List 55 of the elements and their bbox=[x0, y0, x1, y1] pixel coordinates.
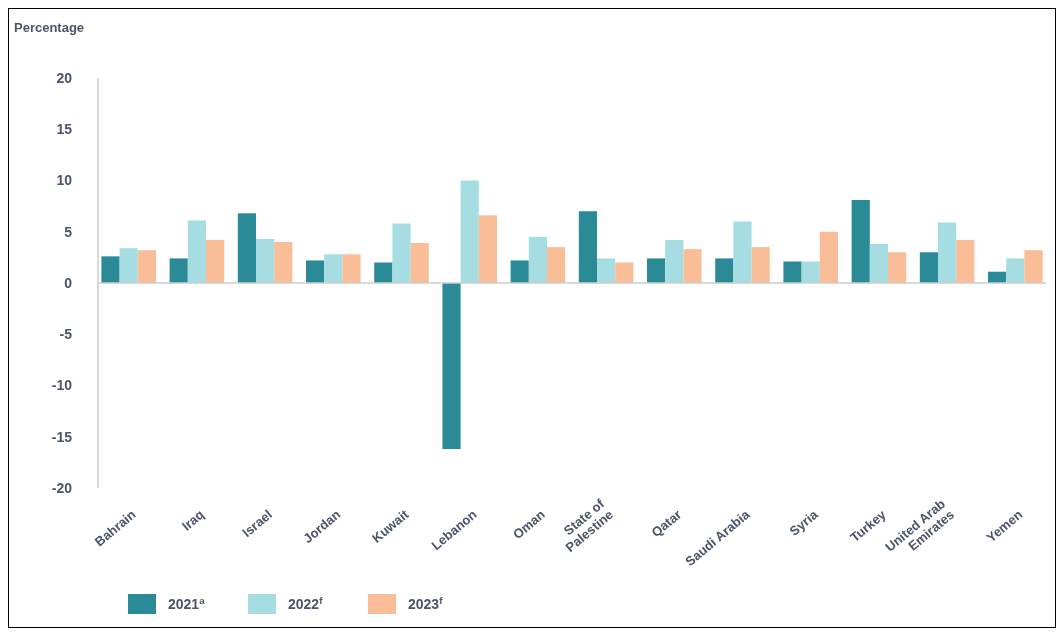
bar bbox=[101, 256, 120, 283]
bar bbox=[1006, 258, 1025, 283]
bar bbox=[510, 260, 529, 283]
bar bbox=[478, 215, 497, 283]
legend-label: 2023$^{f}$ bbox=[408, 594, 444, 612]
bar bbox=[938, 222, 957, 283]
bar bbox=[783, 261, 802, 283]
bar bbox=[733, 221, 752, 283]
bar bbox=[374, 262, 393, 283]
bar bbox=[528, 236, 547, 283]
y-tick-label: 15 bbox=[56, 121, 73, 138]
bar bbox=[274, 242, 293, 283]
bar bbox=[956, 239, 975, 283]
bar bbox=[851, 199, 870, 283]
bar bbox=[119, 248, 138, 283]
bar bbox=[205, 239, 225, 283]
bar bbox=[187, 220, 206, 283]
y-tick-label: -15 bbox=[51, 428, 73, 445]
bar bbox=[546, 247, 566, 283]
legend-label: 2021$^{a}$ bbox=[168, 594, 206, 612]
bar bbox=[442, 283, 461, 450]
y-tick-label: -5 bbox=[59, 326, 73, 343]
bar bbox=[392, 223, 411, 283]
bar bbox=[578, 211, 598, 283]
y-tick-label: 0 bbox=[64, 274, 73, 291]
bar bbox=[683, 249, 702, 283]
bar bbox=[888, 252, 907, 283]
bar bbox=[1024, 250, 1043, 283]
bar bbox=[597, 258, 616, 283]
bar bbox=[342, 254, 361, 283]
y-tick-label: 20 bbox=[56, 69, 73, 86]
bar bbox=[460, 180, 479, 283]
y-axis-title: Percentage bbox=[14, 20, 85, 35]
bar bbox=[869, 244, 888, 283]
bar bbox=[237, 213, 256, 283]
bar bbox=[169, 258, 188, 283]
bar bbox=[665, 239, 684, 283]
bar bbox=[919, 252, 939, 283]
bar bbox=[751, 247, 770, 283]
legend-label: 2022$^{f}$ bbox=[288, 594, 324, 612]
bar bbox=[137, 250, 156, 283]
y-tick-label: 5 bbox=[64, 223, 73, 240]
bar bbox=[324, 254, 343, 283]
bar bbox=[410, 243, 429, 283]
y-tick-label: 10 bbox=[56, 172, 73, 189]
bar bbox=[615, 262, 634, 283]
x-tick-label: Iraq bbox=[178, 506, 207, 534]
bar bbox=[647, 258, 666, 283]
bar bbox=[715, 258, 734, 283]
y-tick-label: -20 bbox=[51, 479, 73, 496]
y-tick-label: -10 bbox=[51, 377, 73, 394]
bar bbox=[819, 231, 838, 283]
bar bbox=[256, 238, 275, 283]
bar bbox=[801, 261, 820, 283]
bar bbox=[306, 260, 325, 283]
